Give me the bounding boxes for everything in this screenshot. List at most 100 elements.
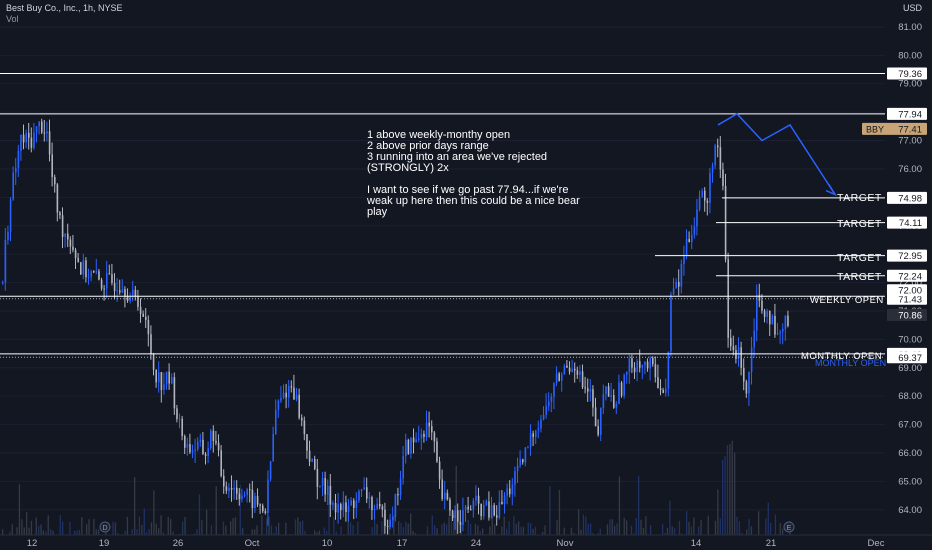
candle-body (51, 154, 53, 177)
time-tick-label: Dec (868, 538, 885, 549)
volume-bar (450, 517, 453, 550)
candle-body (584, 387, 586, 389)
level-price-tag[interactable] (887, 107, 927, 120)
price-axis[interactable]: 64.0065.0066.0067.0068.0069.0070.0071.00… (862, 0, 932, 535)
candle-body (152, 354, 155, 370)
volume-bar (167, 516, 169, 550)
candle-body (438, 461, 441, 480)
candle-body (74, 249, 77, 258)
candle-body (545, 405, 547, 415)
candle-body (259, 504, 261, 506)
candle-body (373, 509, 376, 511)
candle-body (571, 368, 573, 372)
price-tick-label: 79.00 (898, 79, 922, 90)
level-price-tag-text: 74.98 (898, 193, 922, 204)
event-marker[interactable] (99, 521, 111, 533)
candle-body (324, 478, 326, 495)
candle-body (423, 433, 425, 438)
candle-body (683, 255, 685, 265)
candle-body (7, 231, 9, 240)
candle-body (124, 289, 126, 296)
candle-body (181, 418, 183, 437)
candle-body (103, 288, 105, 290)
candle-body (269, 461, 272, 480)
target-label-4[interactable]: TARGET (837, 271, 882, 283)
volume-bar (491, 515, 493, 550)
candle-body (295, 394, 298, 400)
projection-path[interactable] (717, 112, 837, 197)
candle-body (696, 209, 698, 227)
projection-line[interactable] (717, 112, 836, 195)
candle-body (98, 271, 100, 280)
level-price-tag-text: 69.37 (898, 353, 922, 364)
weekly-open-label[interactable]: WEEKLY OPEN (810, 295, 884, 306)
candle-body (189, 444, 191, 453)
volume-bar (686, 510, 688, 550)
price-tag[interactable] (887, 308, 927, 321)
candle-body (111, 274, 113, 283)
target-label-3[interactable]: TARGET (837, 252, 882, 264)
time-tick-label: 26 (173, 538, 184, 549)
candle-body (72, 246, 74, 250)
annotation-note[interactable]: 1 above weekly-monthy open 2 above prior… (367, 129, 580, 218)
candle-body (376, 503, 378, 510)
candle-body (20, 134, 22, 151)
event-marker[interactable] (783, 521, 795, 533)
monthly-open-label[interactable]: MONTHLY OPEN (801, 351, 883, 362)
volume-bar (431, 515, 433, 550)
candle-body (158, 372, 160, 383)
price-axis-bg (885, 0, 932, 535)
projection-arrowhead[interactable] (825, 184, 837, 197)
level-price-tag[interactable] (887, 67, 927, 80)
level-price-tag[interactable] (887, 351, 927, 364)
level-price-tag[interactable] (887, 269, 927, 282)
candle-body (477, 495, 480, 504)
volume-bar (160, 515, 162, 550)
candle-body (332, 502, 334, 505)
target-label-1[interactable]: TARGET (837, 192, 882, 204)
candle-body (379, 503, 381, 507)
candle-body (756, 295, 758, 331)
price-tick-label: 69.00 (898, 363, 922, 374)
time-axis[interactable]: 12 19 26 Oct 10 17 24 Nov 14 21 Dec D E (0, 521, 932, 550)
level-price-tag[interactable] (887, 216, 927, 229)
candle-body (665, 388, 667, 393)
candle-body (41, 121, 43, 133)
candle-body (394, 493, 397, 518)
candle-body (139, 306, 142, 314)
candle-body (329, 485, 332, 505)
volume-bar (198, 494, 201, 550)
candle-body (246, 489, 248, 496)
candle-body (64, 233, 66, 237)
price-tick-label: 76.00 (898, 164, 922, 175)
current-price-tag[interactable] (862, 122, 927, 135)
candle-body (22, 134, 25, 143)
candle-body (688, 239, 690, 243)
candle-body (633, 367, 636, 373)
candle-body (498, 501, 501, 518)
candle-body (459, 521, 462, 525)
volume-bar (232, 518, 234, 550)
volume-bar (645, 516, 647, 550)
level-price-tag[interactable] (887, 249, 927, 262)
horizontal-levels[interactable] (0, 73, 885, 358)
candle-body (711, 165, 714, 173)
candle-body (493, 505, 495, 516)
target-label-2[interactable]: TARGET (837, 218, 882, 230)
candle-body (454, 510, 456, 518)
candle-body (410, 437, 412, 454)
candle-body (524, 447, 527, 463)
candle-body (173, 377, 176, 409)
candle-body (12, 172, 14, 200)
candle-body (758, 295, 761, 301)
candle-body (371, 497, 373, 510)
time-tick-label: 21 (766, 538, 777, 549)
level-price-tag[interactable] (887, 191, 927, 204)
candle-body (251, 489, 254, 509)
price-tag[interactable] (887, 284, 927, 297)
candle-body (4, 239, 7, 283)
candle-body (241, 495, 243, 500)
candle-body (129, 295, 131, 302)
candle-body (480, 503, 482, 517)
